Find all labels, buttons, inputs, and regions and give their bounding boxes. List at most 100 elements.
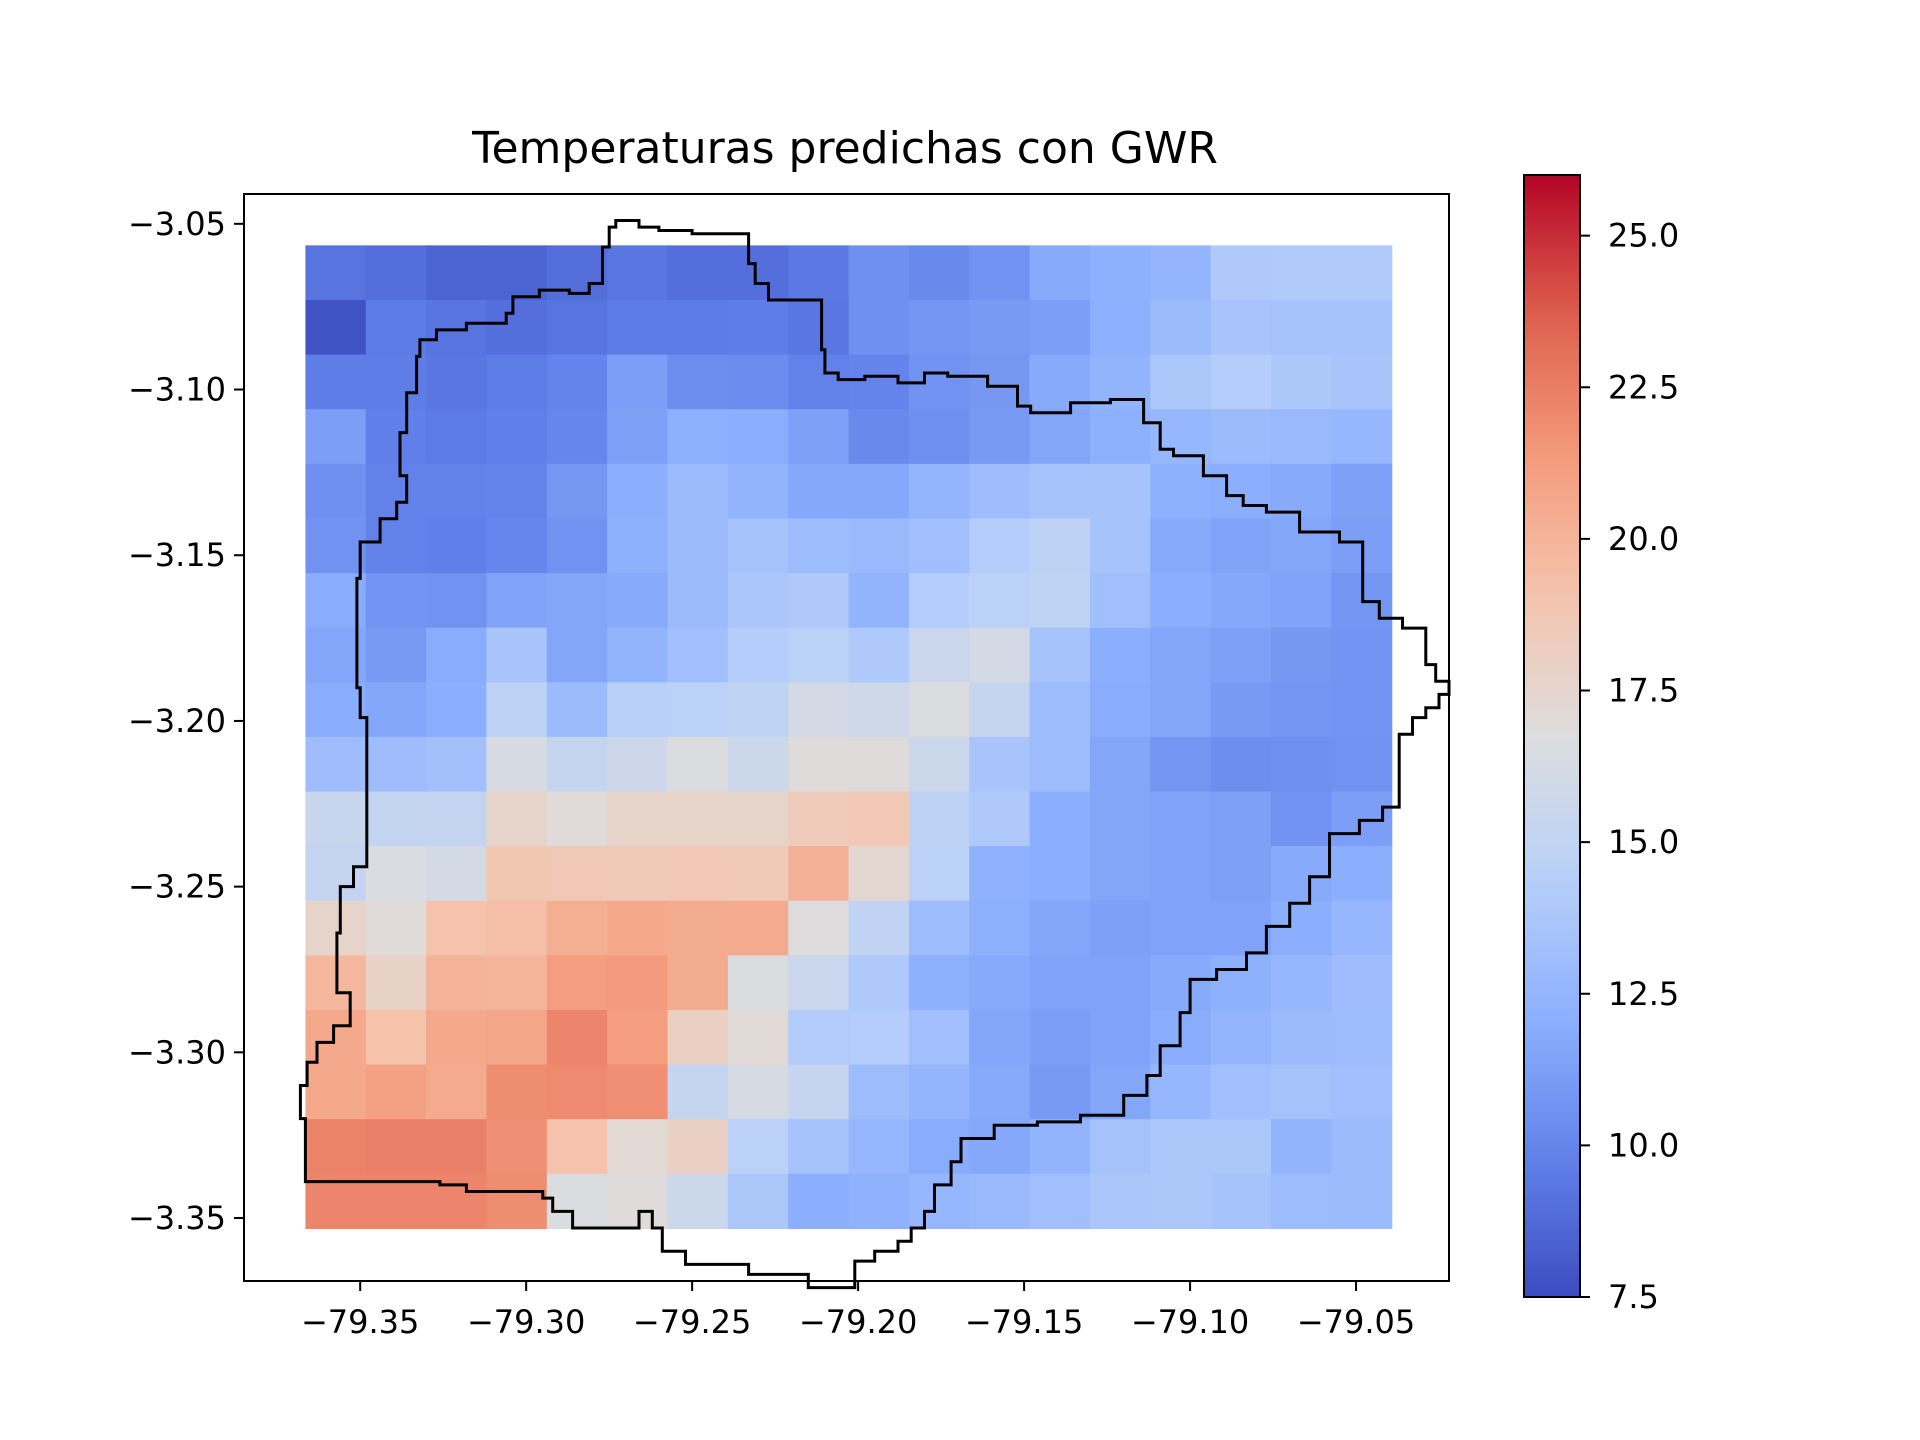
- heatmap-cell: [1150, 846, 1212, 902]
- heatmap-cell: [848, 518, 910, 574]
- heatmap-cell: [607, 409, 669, 465]
- heatmap-cell: [486, 791, 548, 847]
- heatmap-cell: [546, 409, 608, 465]
- heatmap-cell: [1089, 409, 1151, 465]
- heatmap-cell: [848, 1009, 910, 1066]
- heatmap-cell: [667, 1119, 729, 1175]
- heatmap-cell: [305, 1009, 367, 1066]
- heatmap-cell: [1150, 900, 1212, 956]
- heatmap-cell: [1089, 955, 1151, 1011]
- heatmap-cell: [969, 627, 1031, 683]
- heatmap-cell: [546, 955, 608, 1011]
- heatmap-cell: [607, 299, 669, 356]
- heatmap-cell: [607, 1009, 669, 1066]
- heatmap-cell: [486, 955, 548, 1011]
- heatmap-cell: [1210, 955, 1272, 1011]
- heatmap-cell: [426, 573, 488, 629]
- heatmap-cell: [1089, 900, 1151, 956]
- heatmap-cell: [426, 846, 488, 902]
- heatmap-cell: [727, 573, 789, 629]
- heatmap-cell: [1029, 846, 1091, 902]
- heatmap-cell: [969, 299, 1031, 356]
- heatmap-cell: [1089, 627, 1151, 683]
- heatmap-cell: [727, 409, 789, 465]
- heatmap-cell: [788, 627, 850, 683]
- heatmap-cell: [848, 846, 910, 902]
- heatmap-cell: [486, 1173, 548, 1230]
- heatmap-cell: [969, 245, 1031, 301]
- heatmap-cell: [486, 900, 548, 956]
- heatmap-cell: [908, 955, 970, 1011]
- heatmap-cell: [607, 955, 669, 1011]
- heatmap-cell: [667, 736, 729, 793]
- heatmap-cell: [788, 900, 850, 956]
- colorbar-tick-label: 10.0: [1608, 1126, 1679, 1164]
- heatmap-cell: [667, 1009, 729, 1066]
- heatmap-cell: [908, 682, 970, 738]
- heatmap-cell: [727, 1009, 789, 1066]
- heatmap-cell: [426, 354, 488, 410]
- heatmap-cell: [486, 846, 548, 902]
- heatmap-cell: [1029, 900, 1091, 956]
- heatmap-cell: [365, 1009, 427, 1066]
- colorbar-frame: [1523, 174, 1581, 1298]
- heatmap-cell: [969, 846, 1031, 902]
- heatmap-cell: [1150, 1119, 1212, 1175]
- heatmap-cell: [908, 846, 970, 902]
- heatmap-cell: [908, 1009, 970, 1066]
- heatmap-cell: [667, 955, 729, 1011]
- heatmap-cell: [1210, 682, 1272, 738]
- heatmap-cell: [1331, 1119, 1393, 1175]
- y-tick-label: −3.25: [128, 868, 226, 906]
- heatmap-cell: [1331, 1173, 1393, 1230]
- heatmap-cell: [1029, 463, 1091, 520]
- heatmap-cell: [607, 900, 669, 956]
- heatmap-cell: [365, 627, 427, 683]
- heatmap-cell: [1271, 791, 1332, 847]
- heatmap-cell: [1210, 573, 1272, 629]
- heatmap-cell: [1150, 682, 1212, 738]
- heatmap-cell: [848, 463, 910, 520]
- heatmap-cell: [1271, 573, 1332, 629]
- heatmap-cell: [969, 736, 1031, 793]
- heatmap-cell: [1210, 627, 1272, 683]
- heatmap-cell: [1271, 736, 1332, 793]
- heatmap-cell: [1029, 518, 1091, 574]
- heatmap-cell: [908, 736, 970, 793]
- heatmap-cell: [1210, 354, 1272, 410]
- heatmap-cell: [788, 955, 850, 1011]
- heatmap-cell: [908, 245, 970, 301]
- heatmap-cell: [1271, 900, 1332, 956]
- colorbar-ticks: 7.5 10.0 12.5 15.0 17.5 20.0 22.5 25.0: [1580, 217, 1679, 1316]
- heatmap-cell: [788, 518, 850, 574]
- heatmap-cell: [788, 299, 850, 356]
- basin-outline: [298, 219, 1451, 1290]
- heatmap-cell: [1029, 1119, 1091, 1175]
- heatmap-cell: [848, 1173, 910, 1230]
- heatmap-cell: [1271, 1173, 1332, 1230]
- y-tick-label: −3.35: [128, 1199, 226, 1237]
- x-tick-label: −79.15: [965, 1303, 1083, 1341]
- heatmap-cell: [667, 1173, 729, 1230]
- y-tick-label: −3.10: [128, 371, 226, 409]
- heatmap-cell: [1150, 299, 1212, 356]
- heatmap-cell: [848, 1064, 910, 1120]
- heatmap-cell: [1029, 354, 1091, 410]
- heatmap-cell: [1331, 299, 1393, 356]
- heatmap-cell: [1331, 682, 1393, 738]
- heatmap-cell: [1271, 1009, 1332, 1066]
- heatmap-cell: [486, 518, 548, 574]
- heatmap-cell: [1089, 463, 1151, 520]
- heatmap-cell: [1271, 955, 1332, 1011]
- heatmap-cell: [1271, 299, 1332, 356]
- heatmap-cell: [1210, 299, 1272, 356]
- colorbar: 7.5 10.0 12.5 15.0 17.5 20.0 22.5 25.0: [1523, 174, 1679, 1316]
- heatmap-cell: [848, 955, 910, 1011]
- heatmap-cell: [1089, 682, 1151, 738]
- heatmap-cell: [1210, 1064, 1272, 1120]
- heatmap-cell: [969, 955, 1031, 1011]
- heatmap-cell: [1271, 518, 1332, 574]
- x-axis: −79.35 −79.30 −79.25 −79.20 −79.15 −79.10 −79.…: [301, 1281, 1415, 1341]
- heatmap-cell: [607, 1064, 669, 1120]
